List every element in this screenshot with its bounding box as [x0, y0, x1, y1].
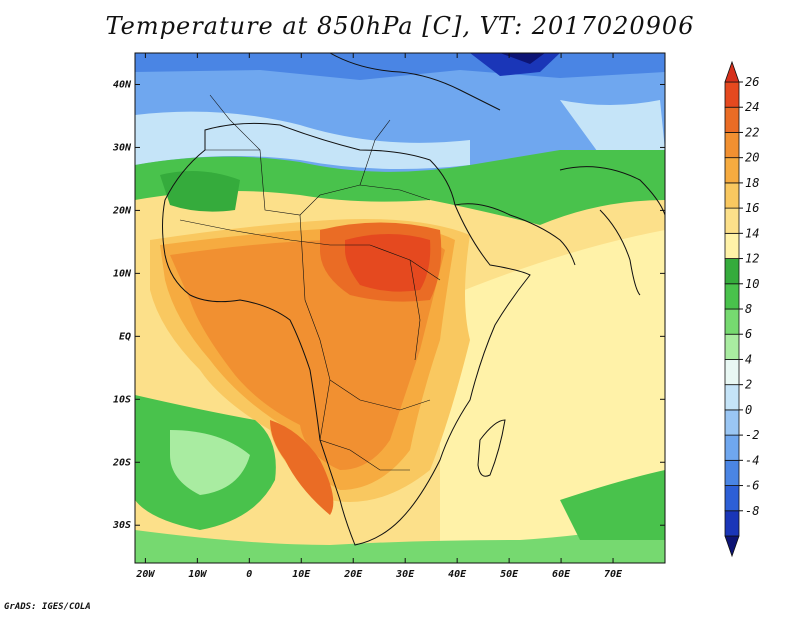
colorbar-label: 2 — [745, 378, 752, 392]
colorbar-label: -6 — [745, 479, 759, 493]
colorbar-segment — [724, 283, 740, 310]
colorbar-label: 10 — [745, 277, 759, 291]
colorbar-segment — [724, 81, 740, 108]
lat-tick-label: 10N — [113, 268, 132, 279]
colorbar-label: 18 — [745, 176, 759, 190]
lon-tick-label: 30E — [395, 569, 415, 580]
green-core-west — [160, 171, 240, 212]
colorbar-segment — [724, 384, 740, 411]
coastlines — [162, 53, 665, 546]
colorbar-label: 6 — [745, 327, 752, 341]
lat-tick-label: 30S — [112, 520, 131, 531]
lon-tick-label: 20W — [135, 569, 155, 580]
colorbar-label: 24 — [745, 100, 759, 114]
cold-core-north — [470, 53, 560, 76]
map-frame — [134, 52, 666, 564]
pale-east — [440, 230, 665, 563]
colorbar-bottom-triangle — [724, 535, 740, 558]
light-blue-band-east — [560, 100, 665, 155]
lon-tick-label: 70E — [604, 569, 623, 580]
colorbar-segment — [724, 308, 740, 335]
map-title: Temperature at 850hPa [C], VT: 201702090… — [105, 12, 695, 40]
pale-green-southwest — [170, 430, 250, 495]
colorbar-segment — [724, 485, 740, 512]
lat-tick-label: 20S — [112, 457, 131, 468]
green-band — [135, 150, 665, 225]
colorbar-label: -8 — [745, 504, 759, 518]
colorbar-segment — [724, 333, 740, 360]
colorbar-segment — [724, 510, 740, 537]
colorbar-segment — [724, 409, 740, 436]
lon-tick-label: 0 — [246, 569, 252, 580]
footer-credit: GrADS: IGES/COLA — [4, 602, 91, 612]
temperature-field — [135, 53, 665, 563]
light-blue-band — [135, 111, 470, 169]
lat-tick-label: 40N — [113, 79, 132, 90]
colorbar-label: 14 — [745, 226, 759, 240]
coldest-core — [500, 53, 545, 64]
colorbar-label: 0 — [745, 403, 752, 417]
colorbar-label: 16 — [745, 201, 759, 215]
lon-tick-label: 50E — [500, 569, 519, 580]
country-borders — [179, 94, 441, 471]
colorbar-segment — [724, 434, 740, 461]
lat-tick-label: EQ — [119, 331, 131, 342]
hot-region-south — [270, 420, 334, 515]
colorbar-segment — [724, 106, 740, 133]
colorbar-label: 26 — [745, 75, 759, 89]
colorbar-label: 4 — [745, 352, 752, 366]
colorbar-segment — [724, 359, 740, 386]
colorbar-segment — [724, 459, 740, 486]
lat-tick-label: 20N — [112, 205, 132, 216]
colorbar-segment — [724, 182, 740, 209]
lon-tick-label: 10E — [292, 569, 311, 580]
lon-tick-label: 10W — [188, 569, 207, 580]
latitude-axis: 40N 30N 20N 10N EQ 10S 20S 30S — [112, 79, 665, 531]
lat-tick-label: 10S — [113, 394, 131, 405]
hottest-core-north — [345, 234, 431, 292]
colorbar-label: 22 — [745, 125, 759, 139]
colorbar-label: -4 — [745, 453, 759, 467]
colorbar-top-triangle — [724, 60, 740, 83]
colorbar-segment — [724, 232, 740, 259]
colorbar-segment — [724, 132, 740, 159]
colorbar-segment — [724, 207, 740, 234]
green-southeast — [560, 470, 665, 540]
lat-tick-label: 30N — [112, 142, 132, 153]
longitude-axis: 20W 10W 0 10E 20E 30E 40E 50E 60E 70E — [135, 53, 623, 580]
colorbar-segment — [724, 157, 740, 184]
colorbar-segment — [724, 258, 740, 285]
lon-tick-label: 40E — [448, 569, 467, 580]
colorbar-label: -2 — [745, 428, 759, 442]
colorbar-label: 8 — [745, 302, 752, 316]
colorbar-label: 12 — [745, 252, 759, 266]
green-south — [135, 520, 665, 563]
lon-tick-label: 60E — [552, 569, 571, 580]
colorbar-label: 20 — [745, 151, 759, 165]
lon-tick-label: 20E — [343, 569, 363, 580]
